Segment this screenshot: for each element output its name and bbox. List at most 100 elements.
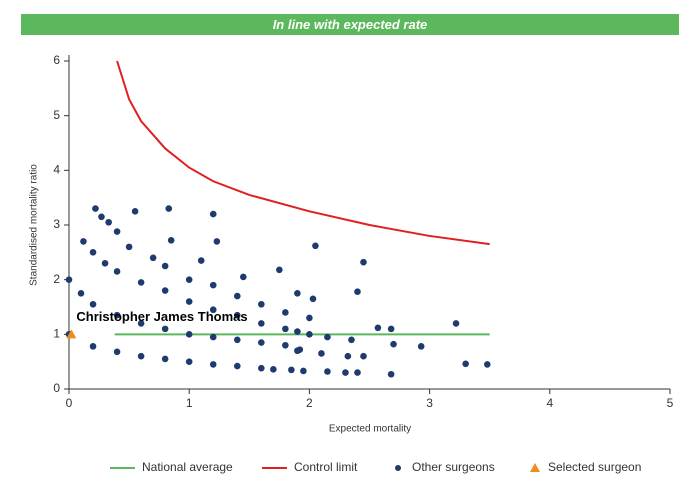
point (98, 213, 105, 221)
point (125, 243, 133, 251)
point (209, 333, 217, 341)
point (342, 369, 349, 376)
point (105, 218, 112, 226)
point (288, 366, 295, 374)
point (387, 325, 395, 333)
point (209, 361, 217, 368)
point (276, 266, 283, 274)
point (209, 210, 217, 218)
y-tick-label: 6 (53, 53, 60, 67)
y-tick-label: 2 (53, 272, 60, 286)
point (282, 325, 289, 333)
point (390, 340, 397, 348)
series-line (116, 60, 490, 246)
y-tick-label: 3 (53, 217, 60, 231)
point (360, 352, 367, 360)
point (66, 329, 77, 339)
point (89, 300, 97, 308)
point (89, 343, 97, 350)
point (258, 300, 265, 308)
chart-title: In line with expected rate (21, 14, 679, 35)
point (209, 306, 217, 314)
point (296, 346, 304, 353)
point (282, 341, 289, 349)
point (137, 279, 145, 286)
point (101, 259, 109, 267)
point (306, 314, 313, 322)
point (374, 324, 382, 332)
point (233, 292, 241, 300)
point (387, 370, 395, 378)
point (270, 366, 277, 373)
point (165, 205, 173, 212)
point (92, 205, 99, 212)
point (213, 238, 221, 245)
x-axis-label: Expected mortality (329, 424, 411, 435)
point (462, 360, 469, 368)
point (258, 320, 265, 327)
point (209, 281, 217, 289)
x-tick-label: 3 (426, 396, 433, 410)
point (233, 311, 241, 319)
point (185, 331, 193, 338)
y-tick-label: 5 (53, 108, 60, 122)
point (354, 369, 361, 376)
point (348, 336, 355, 344)
x-tick-label: 4 (546, 396, 553, 410)
y-tick-label: 1 (53, 327, 60, 341)
point (258, 339, 265, 346)
y-axis-label: Standardised mortality ratio (29, 164, 40, 286)
point (318, 350, 325, 357)
point (80, 238, 87, 245)
point (294, 290, 301, 297)
point (312, 242, 319, 250)
point (113, 228, 121, 235)
x-tick-label: 0 (66, 396, 73, 410)
x-tick-label: 1 (186, 396, 193, 410)
point (113, 268, 121, 275)
point (452, 320, 460, 327)
point (161, 355, 169, 363)
point (324, 333, 331, 341)
point (149, 254, 157, 262)
point (89, 249, 97, 256)
point (161, 262, 169, 270)
point (300, 367, 307, 375)
point (185, 358, 193, 365)
legend-label: National average (142, 460, 233, 474)
point (354, 288, 361, 295)
point (131, 208, 139, 215)
legend-label: Selected surgeon (548, 460, 641, 474)
point (233, 362, 241, 370)
legend-marker (395, 465, 401, 471)
x-tick-label: 2 (306, 396, 313, 410)
point (282, 309, 289, 316)
point (309, 295, 317, 303)
point (233, 336, 241, 344)
point (258, 364, 265, 372)
legend-label: Other surgeons (412, 460, 495, 474)
point (197, 257, 205, 264)
legend-marker (530, 463, 540, 472)
point (113, 348, 121, 356)
point (344, 352, 352, 360)
point (137, 320, 145, 327)
y-tick-label: 4 (53, 163, 60, 177)
point (360, 258, 367, 266)
point (167, 237, 175, 244)
legend-label: Control limit (294, 460, 358, 474)
x-tick-label: 5 (667, 396, 674, 410)
point (77, 290, 85, 297)
point (294, 328, 301, 335)
point (161, 325, 169, 333)
point (65, 276, 73, 283)
point (113, 311, 121, 319)
point (137, 352, 145, 360)
point (483, 361, 491, 368)
point (161, 287, 169, 294)
point (417, 343, 425, 350)
point-label: Christopher James Thomas (76, 309, 247, 324)
point (239, 273, 247, 281)
point (324, 368, 331, 375)
